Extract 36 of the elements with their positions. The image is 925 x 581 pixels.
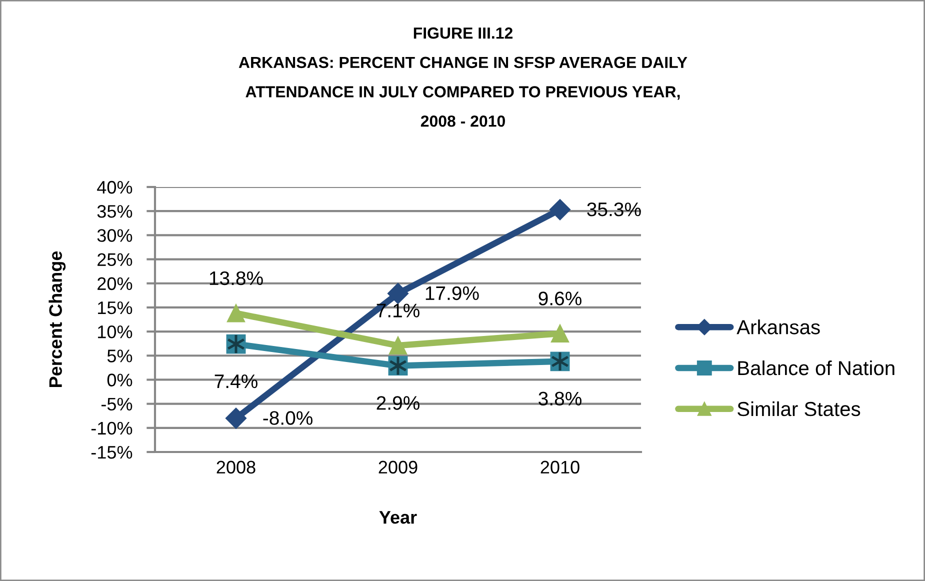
- point: [388, 336, 408, 355]
- chart-title: FIGURE III.12 ARKANSAS: PERCENT CHANGE IN SFSP AVERAGE DAILY ATTENDANCE IN JULY COMPARED TO PREVIOUS YEAR, 2008 - 2010: [238, 27, 688, 127]
- y-tick-label: -5%: [101, 398, 132, 411]
- x-tick-label: 2009: [378, 460, 418, 474]
- data-label: 3.8%: [538, 392, 582, 406]
- x-tick-label: 2010: [540, 460, 580, 474]
- y-tick-label: 15%: [98, 301, 132, 314]
- point: [225, 408, 247, 429]
- data-label: 9.6%: [538, 292, 582, 306]
- y-tick-label: 0%: [107, 374, 132, 386]
- x-tick-label: 2008: [216, 460, 256, 474]
- point: [550, 324, 570, 342]
- y-tick-label: -15%: [91, 446, 132, 459]
- x-axis-title: Year: [379, 511, 417, 524]
- data-label: 35.3%: [587, 202, 641, 216]
- y-tick-label: 30%: [97, 229, 132, 242]
- data-label: 2.9%: [376, 396, 420, 410]
- point: [226, 304, 246, 322]
- y-tick-label: 40%: [97, 180, 132, 194]
- y-tick-label: 20%: [98, 277, 132, 290]
- point: [387, 282, 409, 304]
- data-label: 7.4%: [214, 374, 258, 388]
- legend-label: Arkansas: [736, 320, 820, 334]
- point: [549, 199, 571, 220]
- legend-label: Balance of Nation: [738, 360, 894, 376]
- y-axis-title: Percent Change: [48, 251, 66, 388]
- y-tick-label: 35%: [97, 205, 132, 218]
- y-tick-label: 5%: [107, 350, 132, 362]
- y-tick-label: 10%: [98, 325, 132, 338]
- y-tick-label: 25%: [98, 253, 132, 266]
- data-label: 17.9%: [426, 286, 479, 300]
- legend-label: Similar States: [738, 401, 860, 416]
- y-tick-label: -10%: [91, 422, 132, 435]
- data-label: -8.0%: [263, 411, 312, 425]
- data-label: 13.8%: [210, 271, 263, 286]
- data-label: 7.1%: [376, 304, 420, 318]
